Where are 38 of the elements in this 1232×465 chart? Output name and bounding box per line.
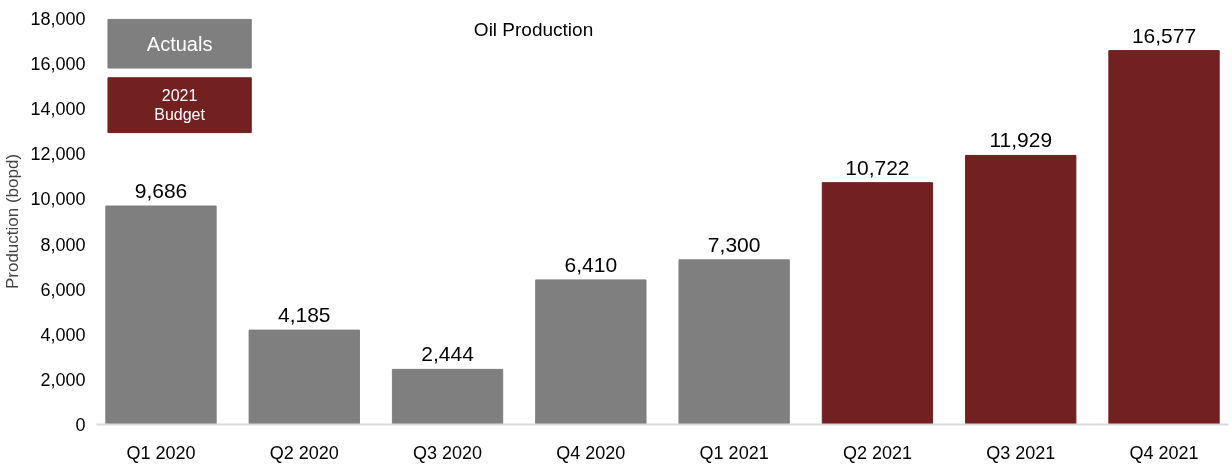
x-tick-label: Q2 2020	[269, 442, 339, 463]
y-tick-label: 14,000	[30, 99, 86, 120]
bar	[105, 205, 217, 425]
bar	[678, 259, 790, 425]
x-tick-label: Q4 2021	[1129, 442, 1199, 463]
text: Actuals	[146, 32, 213, 55]
y-tick-label: 12,000	[30, 144, 86, 165]
data-label: 16,577	[1131, 23, 1197, 47]
y-axis-title: Production (bopd)	[3, 153, 23, 290]
data-label: 10,722	[845, 155, 910, 179]
x-tick-label: Q2 2021	[842, 442, 912, 463]
x-tick-label: Q1 2020	[126, 442, 196, 463]
data-label: 11,929	[989, 128, 1053, 152]
x-tick-label: Q3 2021	[986, 442, 1056, 463]
y-tick-label: 6,000	[40, 279, 86, 300]
y-tick-label: 8,000	[40, 234, 86, 255]
data-label: 7,300	[707, 232, 761, 256]
data-label: 4,185	[278, 303, 331, 327]
bar	[965, 154, 1077, 425]
data-label: 9,686	[134, 179, 188, 203]
y-tick-label: 16,000	[30, 54, 86, 75]
data-label: 2,444	[421, 342, 475, 366]
bar	[1108, 50, 1220, 425]
y-tick-label: 0	[75, 415, 86, 435]
y-tick-label: 18,000	[30, 9, 86, 29]
chart-title: Oil Production	[473, 18, 594, 40]
bar	[248, 329, 360, 425]
x-tick-label: Q3 2020	[413, 442, 483, 463]
y-tick-label: 4,000	[40, 324, 86, 345]
x-tick-label: Q4 2020	[556, 442, 626, 463]
bar	[821, 182, 934, 425]
bar	[535, 279, 647, 425]
y-tick-label: 10,000	[30, 189, 86, 210]
text: 2021 Budget	[154, 86, 206, 124]
x-tick-label: Q1 2021	[699, 442, 769, 463]
y-tick-label: 2,000	[40, 369, 86, 390]
data-label: 6,410	[564, 252, 618, 276]
bar	[391, 368, 504, 425]
